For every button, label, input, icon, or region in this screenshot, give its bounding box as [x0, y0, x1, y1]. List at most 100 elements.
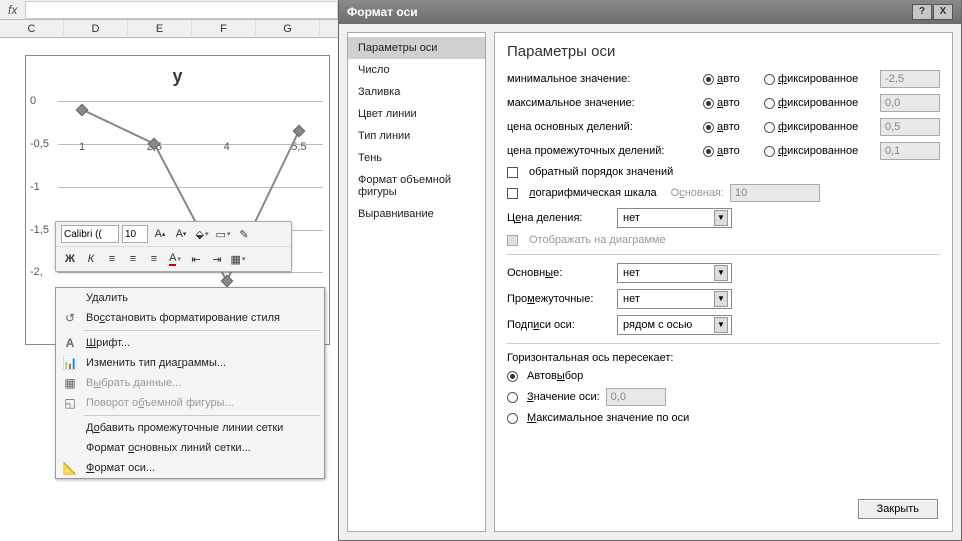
col-header[interactable]: C [0, 20, 64, 37]
log-base-label: Основная: [671, 187, 724, 199]
col-header[interactable]: E [128, 20, 192, 37]
ctx-format-axis[interactable]: 📐Формат оси... [56, 458, 324, 478]
axis-labels-select[interactable]: рядом с осью▼ [617, 315, 732, 335]
borders-button[interactable]: ▦ [229, 250, 247, 268]
show-on-chart-label: Отображать на диаграмме [529, 234, 666, 246]
col-header[interactable]: F [192, 20, 256, 37]
panel-title: Параметры оси [507, 43, 940, 60]
log-scale-checkbox[interactable] [507, 188, 518, 199]
show-on-chart-checkbox [507, 235, 518, 246]
cross-value-radio[interactable] [507, 392, 518, 403]
sidebar-item[interactable]: Формат объемной фигуры [348, 169, 485, 203]
col-header[interactable]: D [64, 20, 128, 37]
sidebar-item[interactable]: Выравнивание [348, 203, 485, 225]
font-color-button[interactable]: A [166, 250, 184, 268]
align-right-button[interactable]: ≡ [145, 250, 163, 268]
y-tick-label: -1 [30, 181, 40, 193]
align-left-button[interactable]: ≡ [103, 250, 121, 268]
ctx-change-chart-type[interactable]: 📊Изменить тип диаграммы... [56, 353, 324, 373]
ctx-format-major-grid[interactable]: Формат основных линий сетки... [56, 438, 324, 458]
dialog-titlebar[interactable]: Формат оси ? X [339, 0, 961, 24]
chevron-down-icon: ▼ [714, 210, 728, 226]
max-fixed-radio[interactable]: фиксированное [764, 97, 874, 109]
formula-input[interactable] [25, 1, 338, 19]
ctx-add-minor-grid[interactable]: Добавить промежуточные линии сетки [56, 418, 324, 438]
chevron-down-icon: ▼ [714, 317, 728, 333]
col-header[interactable]: G [256, 20, 320, 37]
ctx-reset-style[interactable]: ↺Восстановить форматирование стиля [56, 308, 324, 328]
dialog-sidebar: Параметры осиЧислоЗаливкаЦвет линииТип л… [347, 32, 486, 532]
cross-label: Горизонтальная ось пересекает: [507, 352, 940, 364]
cross-auto-label: Автовыбор [527, 370, 583, 382]
ctx-font[interactable]: AШрифт... [56, 333, 324, 353]
sidebar-item[interactable]: Число [348, 59, 485, 81]
minor-fixed-radio[interactable]: фиксированное [764, 145, 874, 157]
minor-auto-radio[interactable]: авто [703, 145, 758, 157]
reverse-label: обратный порядок значений [529, 166, 673, 178]
italic-button[interactable]: К [82, 250, 100, 268]
bold-button[interactable]: Ж [61, 250, 79, 268]
sidebar-item[interactable]: Параметры оси [348, 37, 485, 59]
cross-value-input [606, 388, 666, 406]
fx-icon[interactable]: fx [0, 3, 25, 17]
sidebar-item[interactable]: Тип линии [348, 125, 485, 147]
minor-ticks-label: Промежуточные: [507, 293, 607, 305]
chevron-down-icon: ▼ [714, 291, 728, 307]
sidebar-item[interactable]: Цвет линии [348, 103, 485, 125]
ctx-rotate-3d: ◱Поворот объемной фигуры... [56, 393, 324, 413]
major-auto-radio[interactable]: авто [703, 121, 758, 133]
min-auto-radio[interactable]: авто [703, 73, 758, 85]
log-scale-label: логарифмическая шкала [529, 187, 657, 199]
max-label: максимальное значение: [507, 97, 697, 109]
indent-dec-button[interactable]: ⇤ [187, 250, 205, 268]
y-tick-label: -1,5 [30, 224, 49, 236]
rotate-3d-icon: ◱ [62, 395, 78, 411]
minor-ticks-select[interactable]: нет▼ [617, 289, 732, 309]
shrink-font-button[interactable]: A▾ [172, 225, 190, 243]
max-auto-radio[interactable]: авто [703, 97, 758, 109]
display-unit-label: Цена деления: [507, 212, 607, 224]
column-headers: C D E F G [0, 20, 338, 38]
minor-value-input [880, 142, 940, 160]
major-value-input [880, 118, 940, 136]
minor-label: цена промежуточных делений: [507, 145, 697, 157]
axis-labels-label: Подписи оси: [507, 319, 607, 331]
font-size-select[interactable] [122, 225, 148, 243]
font-name-select[interactable] [61, 225, 119, 243]
cross-max-radio[interactable] [507, 413, 518, 424]
axis-icon: 📐 [62, 460, 78, 476]
formula-bar: fx [0, 0, 338, 20]
align-center-button[interactable]: ≡ [124, 250, 142, 268]
major-ticks-select[interactable]: нет▼ [617, 263, 732, 283]
border-button[interactable]: ▭ [214, 225, 232, 243]
select-data-icon: ▦ [62, 375, 78, 391]
ctx-select-data: ▦Выбрать данные... [56, 373, 324, 393]
min-label: минимальное значение: [507, 73, 697, 85]
sidebar-item[interactable]: Тень [348, 147, 485, 169]
close-x-button[interactable]: X [933, 4, 953, 20]
y-tick-label: 0 [30, 95, 36, 107]
ctx-delete[interactable]: Удалить [56, 288, 324, 308]
reverse-checkbox[interactable] [507, 167, 518, 178]
cross-auto-radio[interactable] [507, 371, 518, 382]
max-value-input [880, 94, 940, 112]
format-axis-dialog: Формат оси ? X Параметры осиЧислоЗаливка… [338, 0, 962, 541]
display-unit-select[interactable]: нет▼ [617, 208, 732, 228]
format-painter-button[interactable]: ✎ [235, 225, 253, 243]
fill-color-button[interactable]: ⬙ [193, 225, 211, 243]
major-ticks-label: Основные: [507, 267, 607, 279]
sidebar-item[interactable]: Заливка [348, 81, 485, 103]
axis-options-panel: Параметры оси минимальное значение:автоф… [494, 32, 953, 532]
context-menu: Удалить ↺Восстановить форматирование сти… [55, 287, 325, 479]
close-button[interactable]: Закрыть [858, 499, 938, 519]
help-button[interactable]: ? [912, 4, 932, 20]
cross-max-label: Максимальное значение по оси [527, 412, 689, 424]
cross-value-label: Значение оси: [527, 391, 600, 403]
chart-title[interactable]: y [26, 66, 329, 87]
grow-font-button[interactable]: A▴ [151, 225, 169, 243]
min-fixed-radio[interactable]: фиксированное [764, 73, 874, 85]
y-tick-label: -2, [30, 266, 43, 278]
major-fixed-radio[interactable]: фиксированное [764, 121, 874, 133]
indent-inc-button[interactable]: ⇥ [208, 250, 226, 268]
chevron-down-icon: ▼ [714, 265, 728, 281]
